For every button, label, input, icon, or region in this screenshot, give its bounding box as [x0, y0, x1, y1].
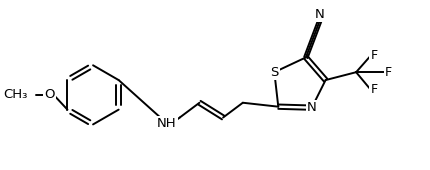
Text: S: S — [270, 66, 278, 79]
Text: O: O — [44, 88, 55, 101]
Text: F: F — [384, 66, 391, 79]
Text: NH: NH — [157, 117, 176, 130]
Text: N: N — [314, 7, 324, 21]
Text: F: F — [369, 83, 377, 96]
Text: F: F — [369, 49, 377, 62]
Text: N: N — [306, 101, 316, 114]
Text: CH₃: CH₃ — [3, 88, 28, 101]
